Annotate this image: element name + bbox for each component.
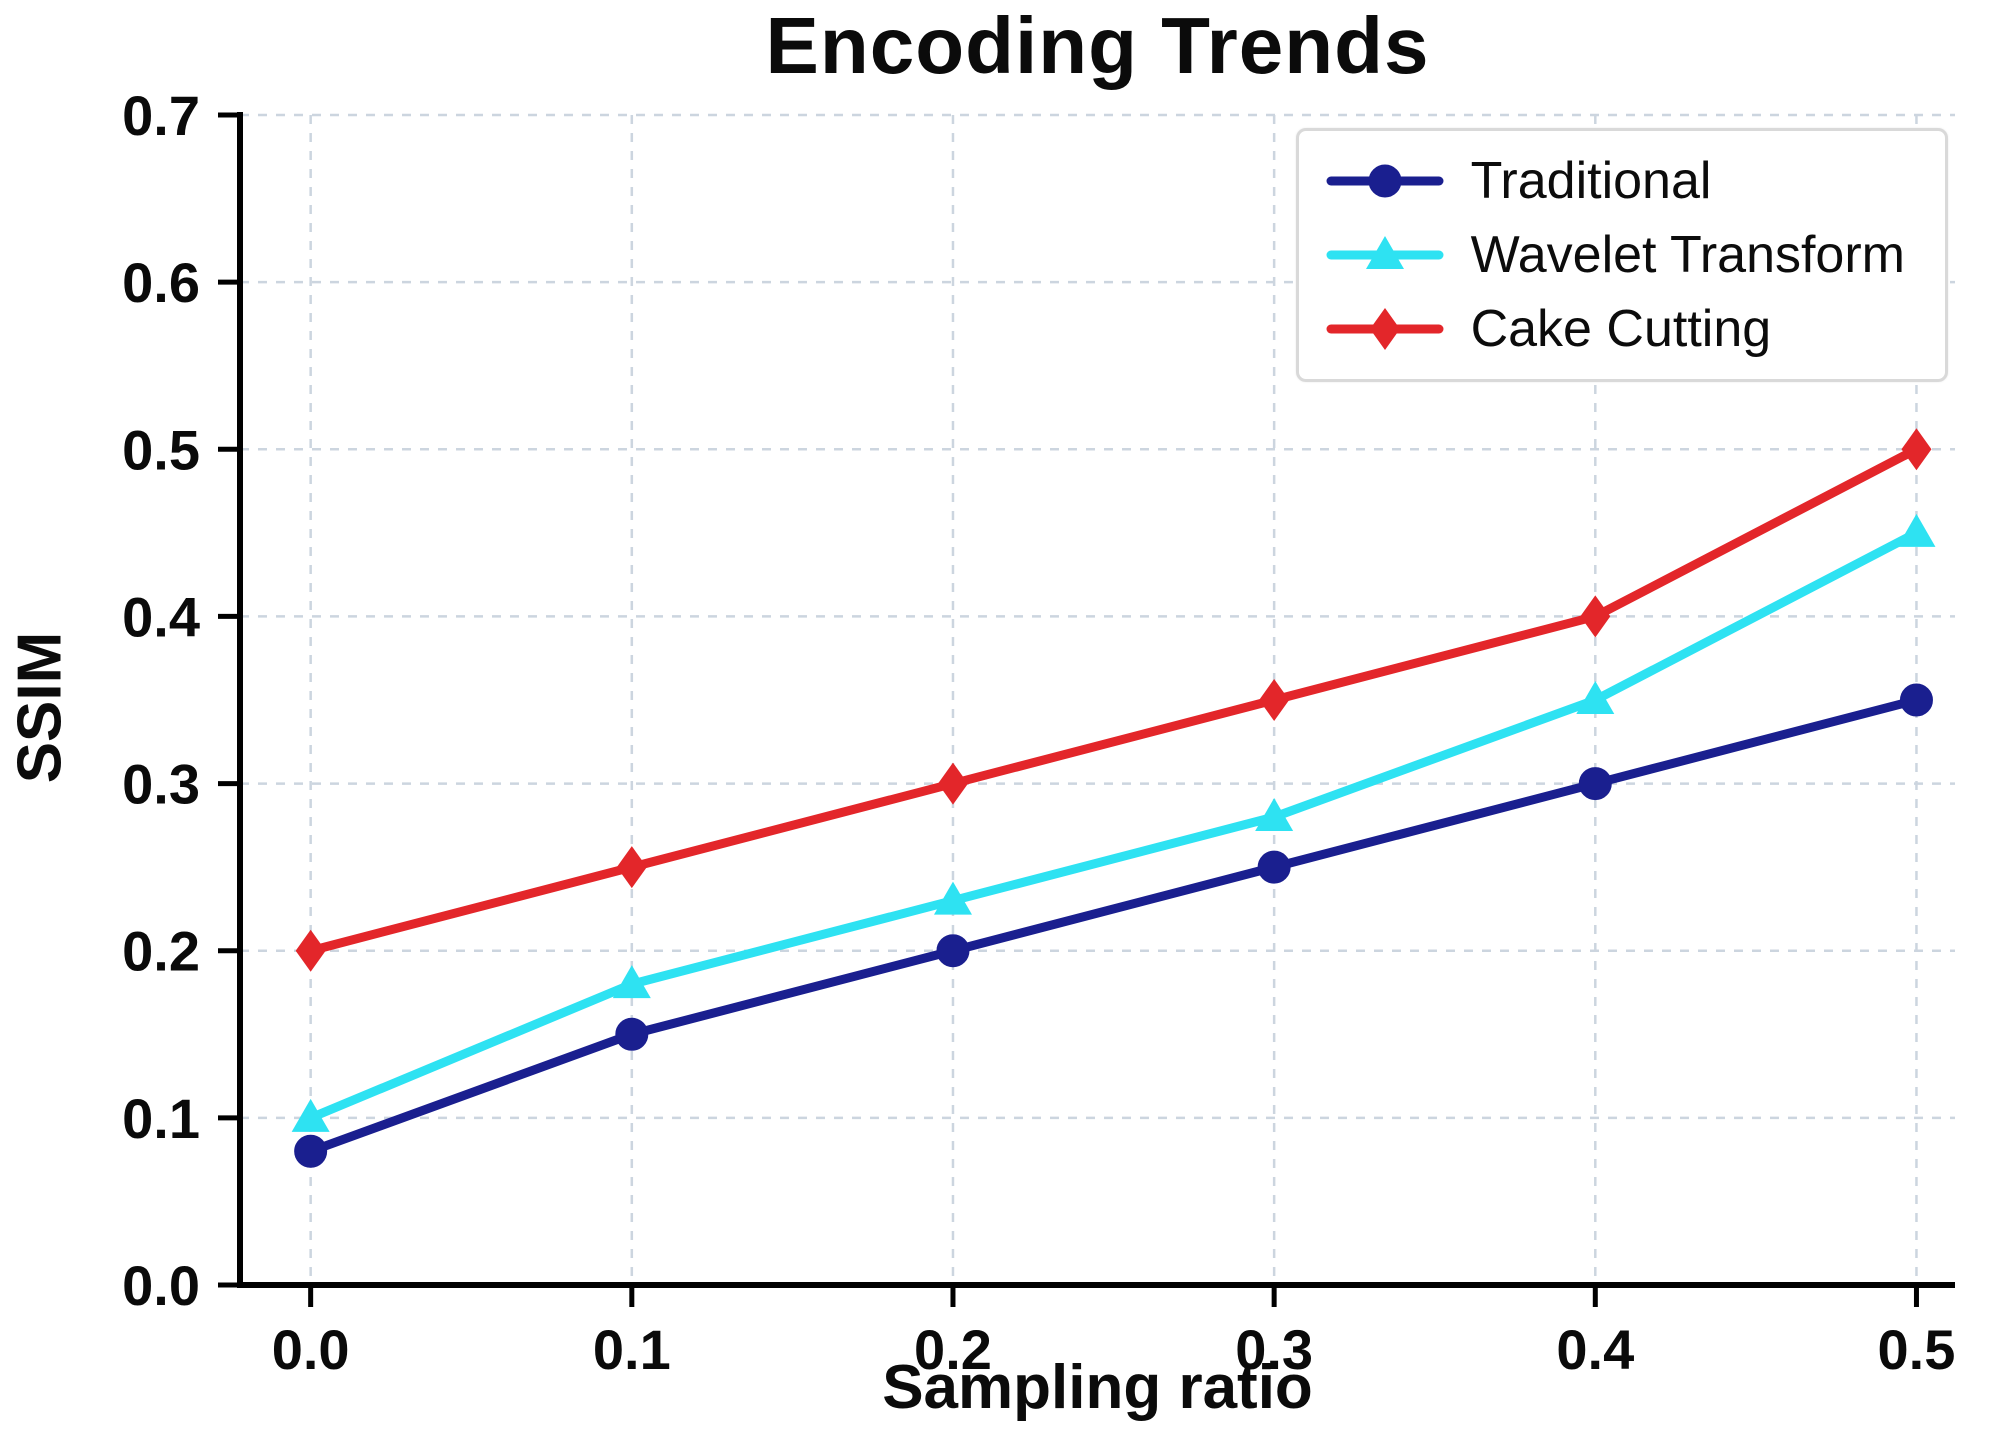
triangle-marker-icon	[1326, 236, 1444, 269]
x-axis-label: Sampling ratio	[882, 1353, 1313, 1422]
chart-title: Encoding Trends	[765, 1, 1430, 90]
y-tick-label: 0.5	[122, 418, 200, 481]
circle-marker-icon	[1326, 164, 1444, 198]
series-line-traditional	[306, 695, 1921, 1156]
legend: Traditional Wavelet Transform Cake Cutting	[1295, 128, 1948, 382]
x-tick-label: 0.3	[1235, 1318, 1313, 1381]
legend-entry-wavelet-transform: Wavelet Transform	[1325, 225, 1905, 285]
series-markers-wavelet-transform	[291, 513, 1936, 1132]
series-line-cake-cutting	[306, 444, 1921, 956]
series-markers-cake-cutting	[295, 428, 1932, 972]
series-traditional	[294, 683, 1933, 1168]
legend-label: Wavelet Transform	[1470, 226, 1905, 284]
x-axis-ticks: 0.0 0.1 0.2 0.3 0.4 0.5	[272, 1285, 1956, 1381]
x-tick-label: 0.4	[1556, 1318, 1634, 1381]
legend-label: Cake Cutting	[1470, 300, 1772, 358]
y-tick-label: 0.1	[122, 1087, 200, 1150]
legend-label: Traditional	[1470, 152, 1712, 210]
diamond-marker-icon	[1326, 308, 1444, 350]
legend-entry-cake-cutting: Cake Cutting	[1325, 299, 1905, 359]
y-tick-label: 0.7	[122, 84, 200, 147]
series-wavelet-transform	[291, 513, 1936, 1132]
series-markers-traditional	[294, 683, 1933, 1168]
legend-entry-traditional: Traditional	[1325, 151, 1905, 211]
x-tick-label: 0.1	[593, 1318, 671, 1381]
axes	[237, 112, 1955, 1288]
x-tick-label: 0.0	[272, 1318, 350, 1381]
y-tick-label: 0.3	[122, 753, 200, 816]
y-axis-ticks: 0.0 0.1 0.2 0.3 0.4 0.5 0.6 0.7	[122, 84, 240, 1317]
series-line-wavelet-transform	[306, 528, 1921, 1123]
y-axis-label: SSIM	[5, 631, 75, 784]
y-tick-label: 0.6	[122, 251, 200, 314]
y-tick-label: 0.0	[122, 1254, 200, 1317]
x-tick-label: 0.2	[914, 1318, 992, 1381]
y-tick-label: 0.4	[122, 585, 200, 648]
y-tick-label: 0.2	[122, 920, 200, 983]
x-tick-label: 0.5	[1878, 1318, 1956, 1381]
series-cake-cutting	[295, 428, 1932, 972]
